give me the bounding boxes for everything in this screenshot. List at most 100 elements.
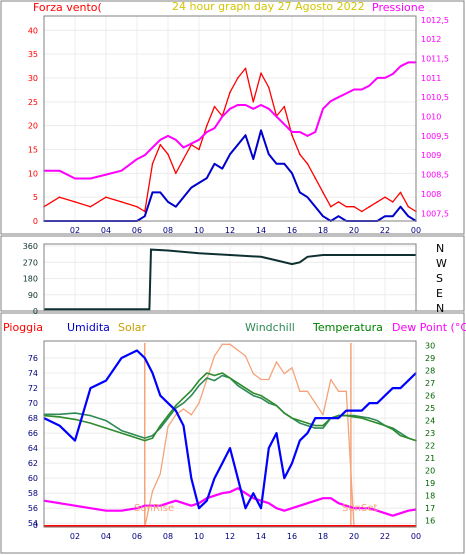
humidity-tick-label: 62: [28, 459, 38, 468]
point-windchill: [368, 417, 371, 419]
point-dewpoint: [353, 507, 355, 509]
point-solar: [213, 355, 216, 357]
top-panel-border: [0, 0, 465, 235]
point-rain: [175, 525, 177, 527]
point-humidity: [252, 492, 254, 494]
temperature-tick-label: 18: [425, 492, 435, 501]
point-solar: [299, 390, 301, 393]
point-temperature: [213, 374, 216, 377]
point-solar: [275, 361, 278, 363]
point-windchill: [167, 417, 169, 419]
point-solar: [268, 378, 270, 381]
point-avg: [407, 215, 410, 218]
point-temperature: [252, 392, 254, 394]
point-humidity: [268, 447, 270, 449]
point-pressure: [221, 115, 224, 118]
point-avg: [252, 158, 255, 160]
point-pressure: [329, 100, 332, 102]
point-temperature: [283, 412, 285, 414]
point-gust: [205, 124, 208, 127]
point-temperature: [260, 394, 262, 397]
point-temperature: [353, 416, 355, 418]
point-humidity: [159, 394, 161, 397]
point-avg: [267, 153, 270, 156]
temperature-tick-label: 26: [425, 392, 435, 401]
temperature-tick-label: 27: [425, 379, 435, 388]
point-dewpoint: [237, 487, 239, 489]
sunset-label: SunSet: [342, 503, 378, 514]
point-humidity: [190, 477, 192, 479]
temperature-tick-label: 16: [425, 517, 435, 526]
point-avg: [151, 191, 154, 194]
x-tick-label: 18: [318, 532, 328, 541]
series-direction: [44, 248, 416, 311]
legend-dewpoint: Dew Point (°C): [392, 321, 466, 334]
x-tick-label: 16: [287, 532, 297, 541]
point-windchill: [206, 377, 208, 379]
humidity-tick-label: 76: [28, 354, 38, 363]
point-avg: [213, 162, 216, 165]
point-dewpoint: [229, 491, 231, 493]
point-temperature: [337, 414, 340, 417]
point-rain: [229, 525, 231, 527]
point-humidity: [120, 357, 123, 359]
point-dewpoint: [105, 510, 107, 512]
point-rain: [299, 525, 301, 527]
point-pressure: [198, 138, 200, 141]
point-dewpoint: [221, 492, 223, 494]
point-rain: [221, 525, 223, 527]
point-rain: [237, 525, 239, 527]
point-humidity: [175, 409, 177, 412]
point-rain: [144, 525, 146, 527]
point-pressure: [159, 138, 162, 141]
point-pressure: [105, 173, 107, 176]
point-avg: [291, 172, 293, 175]
point-gust: [167, 153, 169, 156]
point-dewpoint: [120, 510, 123, 512]
top-plot-frame: [43, 15, 417, 222]
point-humidity: [89, 387, 92, 389]
point-windchill: [89, 414, 92, 417]
point-humidity: [314, 417, 316, 419]
point-rain: [198, 525, 200, 527]
point-windchill: [175, 407, 177, 409]
point-temperature: [275, 404, 278, 407]
point-humidity: [306, 432, 309, 434]
direction-tick-label: 360: [23, 242, 38, 251]
humidity-tick-label: 68: [28, 414, 38, 423]
wind-tick-label: 30: [28, 74, 38, 83]
point-pressure: [298, 131, 301, 133]
legend-windchill: Windchill: [245, 321, 295, 334]
point-gust: [360, 210, 363, 213]
point-humidity: [283, 477, 285, 479]
point-windchill: [221, 374, 223, 377]
point-dewpoint: [74, 505, 76, 507]
point-gust: [182, 158, 185, 160]
wind-tick-label: 5: [33, 193, 38, 202]
point-gust: [136, 205, 138, 208]
point-solar: [229, 343, 231, 345]
legend-humidity: Umidita: [67, 321, 110, 334]
point-avg: [143, 215, 146, 218]
point-temperature: [221, 372, 223, 374]
point-temperature: [407, 437, 409, 439]
point-rain: [399, 525, 402, 527]
point-humidity: [353, 409, 355, 412]
pressure-tick-label: 1009: [421, 151, 441, 160]
point-temperature: [299, 419, 301, 422]
bottom-plot-frame: [43, 340, 417, 528]
pressure-tick-label: 1011: [421, 74, 441, 83]
temperature-tick-label: 29: [425, 354, 435, 363]
legend-rain: Pioggia: [3, 321, 43, 334]
temperature-tick-label: 19: [425, 479, 435, 488]
point-dewpoint: [268, 502, 270, 504]
point-solar: [237, 349, 239, 351]
point-avg: [337, 215, 340, 218]
point-gust: [337, 201, 340, 203]
point-windchill: [244, 389, 247, 392]
point-gust: [159, 143, 162, 146]
point-humidity: [198, 507, 200, 509]
point-windchill: [299, 422, 301, 424]
